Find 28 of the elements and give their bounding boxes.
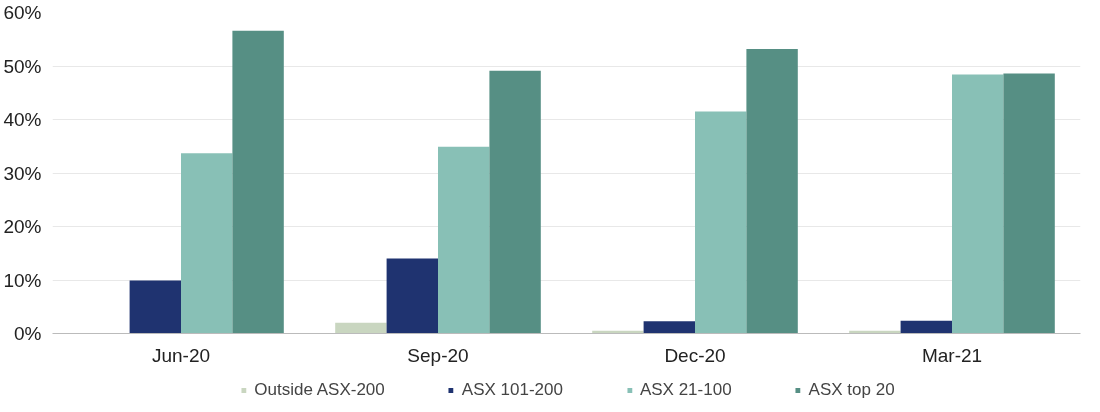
bar: [181, 153, 233, 334]
bar: [1003, 73, 1055, 334]
legend-label: ASX top 20: [808, 380, 895, 400]
bar: [386, 258, 438, 334]
bar: [643, 321, 695, 334]
legend-label: ASX 101-200: [461, 380, 563, 400]
bar: [438, 146, 490, 334]
y-tick-label: 40%: [3, 109, 42, 130]
y-tick-label: 10%: [3, 269, 42, 291]
bar: [232, 30, 284, 334]
bar: [695, 111, 747, 334]
bar: [129, 280, 181, 334]
x-tick-label: Dec-20: [664, 344, 726, 366]
bar: [746, 48, 798, 334]
x-tick-label: Jun-20: [151, 344, 211, 366]
y-tick-label: 50%: [3, 55, 42, 77]
x-tick-label: Mar-21: [921, 344, 983, 366]
y-tick-label: 30%: [3, 162, 42, 184]
y-tick-label: 20%: [3, 216, 42, 237]
x-tick-label: Sep-20: [407, 344, 469, 366]
legend-label: Outside ASX-200: [254, 380, 385, 400]
y-tick-label: 0%: [14, 323, 42, 344]
y-tick-label: 60%: [3, 2, 42, 23]
bar: [952, 74, 1004, 334]
legend-label: ASX 21-100: [639, 380, 732, 400]
bar: [900, 320, 952, 334]
bar: [489, 70, 541, 334]
bar: [335, 322, 387, 334]
